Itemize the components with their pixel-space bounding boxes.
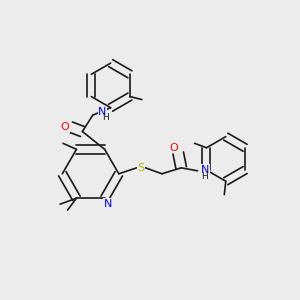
Text: H: H	[103, 113, 109, 122]
Text: S: S	[137, 163, 145, 173]
Text: N: N	[201, 165, 209, 175]
Text: N: N	[98, 107, 106, 117]
Text: N: N	[103, 199, 112, 208]
Text: O: O	[169, 142, 178, 153]
Text: H: H	[201, 172, 208, 181]
Text: O: O	[61, 122, 70, 132]
